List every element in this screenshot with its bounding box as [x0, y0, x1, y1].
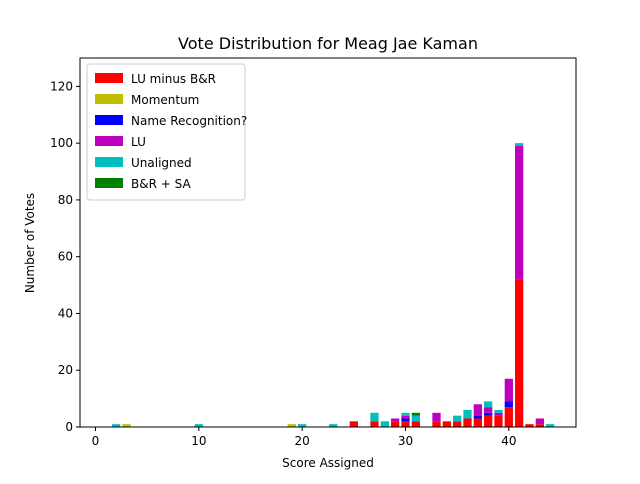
bar-series-3-x41 [515, 145, 524, 280]
bar-series-4-x28 [380, 421, 389, 427]
bar-series-4-x31 [411, 415, 420, 422]
bar-series-0-x38 [484, 415, 493, 427]
bar-series-3-x33 [432, 412, 441, 422]
legend-swatch [95, 94, 123, 104]
legend-entry: Name Recognition? [131, 114, 247, 128]
bar-series-0-x29 [391, 421, 400, 427]
plot-area: 0 10 20 30 40 0 20 40 60 80 100 120 [50, 57, 577, 448]
y-tick-label: 100 [50, 136, 73, 150]
axes-frame [79, 57, 577, 428]
x-tick-label: 10 [191, 434, 206, 448]
bar-series-4-x30 [401, 412, 410, 416]
y-tick-label: 80 [58, 193, 73, 207]
bar-series-4-x35 [453, 415, 462, 422]
bar-series-1-x19 [287, 424, 296, 427]
x-axis-label: Score Assigned [282, 456, 374, 470]
legend-swatch [95, 178, 123, 188]
bar-series-0-x43 [535, 424, 544, 427]
y-tick-label: 20 [58, 363, 73, 377]
bar-series-0-x42 [525, 424, 534, 427]
y-tick-label: 40 [58, 306, 73, 320]
legend-swatch [95, 157, 123, 167]
bar-series-4-x39 [494, 409, 503, 413]
bar-series-0-x31 [411, 421, 420, 427]
legend-entry: LU [131, 135, 146, 149]
bar-series-4-x44 [546, 424, 555, 427]
legend-swatch [95, 136, 123, 146]
bar-series-3-x29 [391, 418, 400, 422]
bar-series-0-x41 [515, 279, 524, 427]
chart-title: Vote Distribution for Meag Jae Kaman [178, 34, 478, 53]
bar-series-0-x37 [473, 418, 482, 427]
legend-entry: Unaligned [131, 156, 192, 170]
legend-entry: LU minus B&R [131, 72, 216, 86]
bar-series-4-x36 [463, 409, 472, 419]
bar-series-3-x30 [401, 415, 410, 419]
bar-series-0-x34 [442, 421, 451, 427]
bar-series-2-x30 [401, 418, 410, 422]
bar-series-4-x20 [298, 424, 307, 427]
bar-series-4-x2 [112, 424, 121, 427]
bar-series-3-x37 [473, 404, 482, 416]
y-axis-label: Number of Votes [23, 193, 37, 293]
legend-entry: Momentum [131, 93, 199, 107]
x-tick-label: 40 [501, 434, 516, 448]
bar-series-0-x30 [401, 421, 410, 427]
x-tick-label: 0 [92, 434, 100, 448]
bar-series-0-x35 [453, 421, 462, 427]
x-tick-label: 30 [398, 434, 413, 448]
bar-series-0-x40 [504, 407, 513, 427]
bar-series-4-x23 [329, 424, 338, 427]
legend-box [86, 63, 246, 201]
bar-series-1-x3 [122, 424, 131, 427]
bar-series-4-x38 [484, 401, 493, 408]
legend-swatch [95, 115, 123, 125]
y-tick-label: 0 [65, 420, 73, 434]
bar-series-5-x31 [411, 412, 420, 416]
legend-entry: B&R + SA [131, 177, 191, 191]
bar-series-0-x33 [432, 421, 441, 427]
bar-series-0-x39 [494, 415, 503, 427]
bar-series-0-x27 [370, 421, 379, 427]
bar-series-4-x41 [515, 143, 524, 146]
bar-series-3-x38 [484, 407, 493, 413]
bar-series-4-x27 [370, 412, 379, 422]
bar-series-3-x40 [504, 378, 513, 402]
bar-series-2-x40 [504, 401, 513, 408]
legend-swatch [95, 73, 123, 83]
bar-series-3-x43 [535, 418, 544, 425]
bar-series-4-x10 [194, 424, 203, 427]
bar-series-0-x36 [463, 418, 472, 427]
y-tick-label: 60 [58, 250, 73, 264]
legend: LU minus B&R Momentum Name Recognition? LU U… [86, 63, 247, 201]
bar-series-3-x39 [494, 412, 503, 416]
y-tick-label: 120 [50, 79, 73, 93]
bar-series-2-x37 [473, 415, 482, 419]
bar-series-0-x25 [349, 421, 358, 427]
bar-series-2-x38 [484, 412, 493, 416]
x-tick-label: 20 [295, 434, 310, 448]
